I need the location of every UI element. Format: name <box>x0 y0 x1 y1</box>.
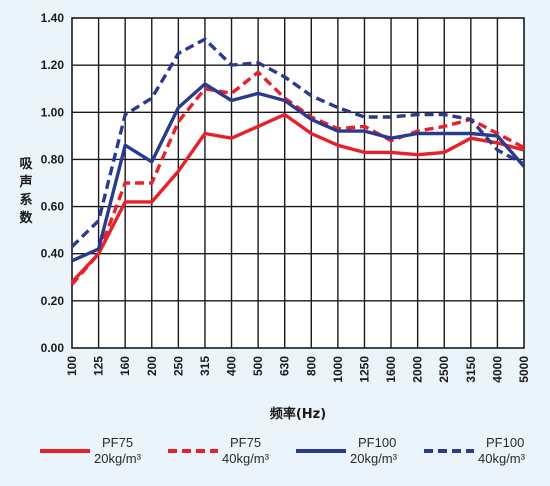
y-tick-label: 0.20 <box>41 294 65 308</box>
grid <box>72 18 524 348</box>
x-tick-label: 2500 <box>437 356 451 383</box>
x-axis-label: 频率(Hz) <box>270 406 326 422</box>
x-tick-label: 125 <box>92 356 106 376</box>
y-axis-label-char: 数 <box>19 210 33 226</box>
legend-series-name: PF75 <box>102 435 133 450</box>
y-tick-label: 0.60 <box>41 200 65 214</box>
x-tick-label: 800 <box>304 356 318 376</box>
x-tick-label: 100 <box>65 356 79 376</box>
legend-series-density: 20kg/m³ <box>350 451 398 466</box>
y-tick-label: 1.40 <box>41 11 65 25</box>
x-tick-label: 1600 <box>384 356 398 383</box>
plot-area <box>71 17 525 349</box>
x-tick-label: 500 <box>251 356 265 376</box>
legend-series-density: 20kg/m³ <box>94 451 142 466</box>
y-tick-label: 0.40 <box>41 247 65 261</box>
legend-series-density: 40kg/m³ <box>478 451 526 466</box>
x-tick-label: 630 <box>278 356 292 376</box>
series-line-1 <box>70 70 525 286</box>
x-tick-label: 1000 <box>331 356 345 383</box>
x-tick-label: 250 <box>171 356 185 376</box>
x-tick-label: 315 <box>198 356 212 376</box>
series-lines <box>70 37 526 286</box>
y-tick-labels: 0.00 0.20 0.40 0.60 0.80 1.00 1.20 1.40 <box>41 11 65 355</box>
x-tick-label: 3150 <box>464 356 478 383</box>
x-tick-label: 5000 <box>517 356 531 383</box>
x-tick-labels: 100 125 160 200 250 315 400 500 630 800 1000 1250 16… <box>65 356 531 383</box>
y-axis-label-char: 系 <box>19 192 32 208</box>
y-axis-label: 吸声系数 <box>18 157 33 226</box>
x-tick-label: 400 <box>225 356 239 376</box>
series-line-3 <box>70 37 525 248</box>
x-tick-label: 4000 <box>490 356 504 383</box>
legend-series-name: PF75 <box>230 435 261 450</box>
x-tick-label: 2000 <box>411 356 425 383</box>
y-tick-label: 1.00 <box>41 105 65 119</box>
y-tick-label: 0.80 <box>41 152 65 166</box>
x-tick-label: 1250 <box>357 356 371 383</box>
y-axis-label-char: 声 <box>18 174 32 190</box>
legend-series-name: PF100 <box>486 435 524 450</box>
x-tick-label: 160 <box>118 356 132 376</box>
series-line-2 <box>71 82 526 263</box>
legend: PF7520kg/m³PF7540kg/m³PF10020kg/m³PF1004… <box>40 435 526 466</box>
legend-series-name: PF100 <box>358 435 396 450</box>
series-line-0 <box>70 112 525 284</box>
x-tick-label: 200 <box>145 356 159 376</box>
y-tick-label: 0.00 <box>41 341 65 355</box>
legend-series-density: 40kg/m³ <box>222 451 270 466</box>
y-tick-label: 1.20 <box>41 58 65 72</box>
y-axis-label-char: 吸 <box>19 157 33 172</box>
